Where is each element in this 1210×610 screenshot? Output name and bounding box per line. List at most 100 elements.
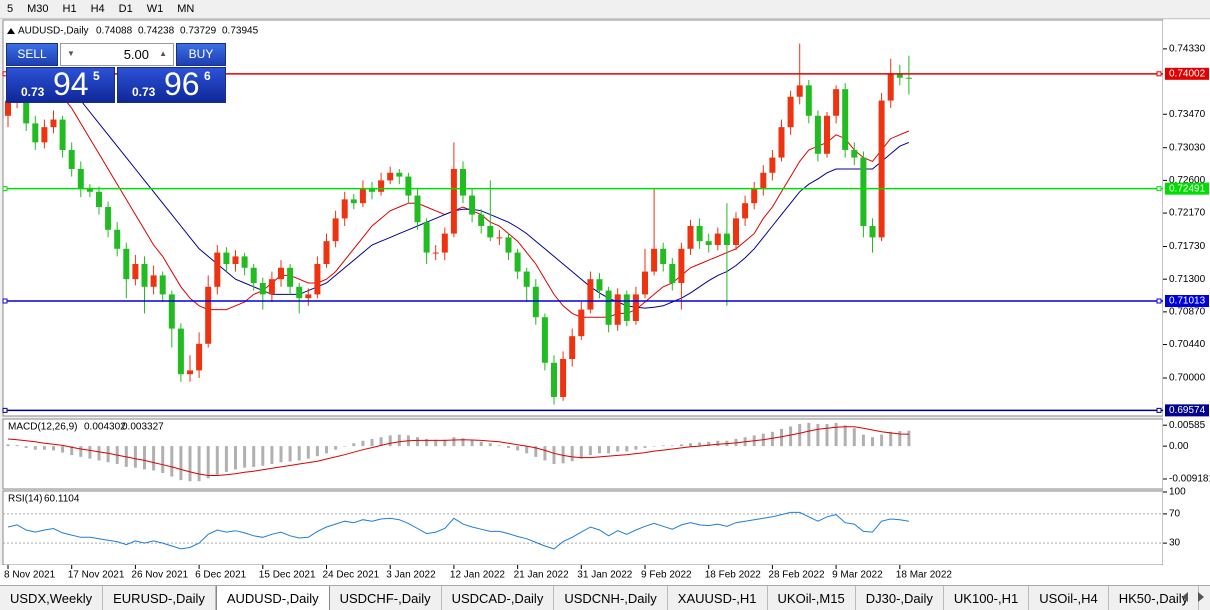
macd-bar: [497, 445, 501, 447]
candle-body: [769, 157, 776, 173]
candle-body: [833, 89, 840, 116]
macd-bar: [243, 446, 247, 468]
macd-bar: [825, 423, 829, 447]
chart-tab[interactable]: USDX,Weekly: [0, 586, 104, 610]
chart-tab[interactable]: AUDUSD-,Daily: [215, 586, 330, 610]
macd-bar: [643, 446, 647, 448]
level-handle: [1156, 407, 1162, 413]
candle-body: [359, 187, 366, 204]
macd-bar: [871, 437, 874, 447]
timeframe-button[interactable]: D1: [118, 3, 133, 15]
macd-bar: [388, 435, 392, 447]
timeframe-button[interactable]: M30: [27, 3, 49, 15]
candle-body: [205, 286, 212, 344]
sell-button[interactable]: SELL: [6, 43, 58, 66]
candle-body: [32, 123, 39, 143]
macd-bar: [907, 430, 911, 447]
macd-bar: [843, 425, 847, 447]
y-tick-label: 0.00: [1169, 441, 1189, 452]
candle-body: [296, 286, 303, 299]
level-handle: [2, 407, 8, 413]
candle-body: [814, 115, 821, 154]
macd-bar: [670, 445, 674, 447]
macd-bar: [279, 446, 283, 463]
macd-bar: [443, 439, 447, 447]
candle-body: [187, 370, 193, 375]
candle-body: [733, 218, 739, 245]
macd-bar: [379, 437, 383, 447]
macd-bar: [689, 443, 692, 447]
buy-button[interactable]: BUY: [176, 43, 226, 66]
spin-down[interactable]: ▼: [67, 49, 75, 58]
macd-bar: [598, 446, 601, 454]
timeframe-button[interactable]: H4: [90, 3, 105, 15]
chart-tab[interactable]: USDCHF-,Daily: [330, 586, 442, 610]
macd-bar: [61, 446, 65, 453]
lot-input[interactable]: ▼ 5.00 ▲: [60, 43, 174, 66]
macd-bar: [652, 446, 656, 447]
y-tick-label: 30: [1169, 538, 1181, 549]
candle-body: [742, 203, 749, 219]
candle-body: [287, 267, 294, 287]
candle-body: [278, 267, 284, 280]
indicator-value: 0.004302: [84, 422, 126, 433]
candle-body: [396, 172, 403, 177]
y-tick-label: 0.70000: [1169, 373, 1206, 384]
spin-up[interactable]: ▲: [159, 49, 167, 58]
chart-tab[interactable]: DJ30-,Daily: [856, 586, 944, 610]
candle-body: [614, 294, 621, 325]
level-label: 0.71013: [1169, 296, 1206, 307]
candle-body: [523, 271, 530, 287]
timeframe-button[interactable]: MN: [177, 3, 195, 15]
fraction: 6: [204, 69, 211, 83]
chart-tab[interactable]: XAUUSD-,H1: [668, 586, 768, 610]
candle-body: [214, 252, 221, 287]
macd-bar: [197, 446, 201, 482]
timeframe-button[interactable]: H1: [62, 3, 77, 15]
candle-body: [796, 85, 803, 97]
candle-body: [705, 241, 712, 245]
chart-tab[interactable]: EURUSD-,Daily: [103, 586, 216, 610]
candle-body: [860, 157, 867, 226]
macd-bar: [707, 441, 711, 447]
chart-tab[interactable]: UK100-,H1: [944, 586, 1030, 610]
chart-title: AUDUSD-,Daily: [18, 26, 89, 37]
macd-bar: [106, 446, 110, 463]
macd-bar: [215, 446, 219, 475]
candle-body: [405, 176, 412, 196]
chart-tab[interactable]: USOil-,H4: [1029, 586, 1109, 610]
chart-tab[interactable]: USDCAD-,Daily: [442, 586, 555, 610]
macd-bar: [507, 446, 510, 448]
macd-bar: [370, 438, 374, 447]
macd-bar: [789, 426, 793, 447]
candle-body: [105, 206, 112, 230]
chart-tab[interactable]: UKOil-,M15: [768, 586, 856, 610]
candle-body: [50, 119, 57, 128]
candle-body: [414, 195, 421, 223]
candle-body: [696, 225, 703, 242]
macd-bar: [452, 437, 456, 447]
candle-body: [168, 294, 175, 329]
y-tick-label: 70: [1169, 509, 1181, 520]
macd-bar: [315, 446, 319, 457]
timeframe-button[interactable]: 5: [7, 3, 14, 15]
candle-body: [669, 263, 676, 283]
macd-bar: [488, 443, 492, 447]
macd-bar: [861, 434, 865, 447]
buy-price[interactable]: 0.73 96 6: [117, 66, 226, 103]
tab-scroll[interactable]: [1178, 588, 1208, 608]
indicator-title: MACD(12,26,9): [8, 422, 77, 433]
candle-body: [96, 191, 102, 207]
candle-body: [223, 252, 230, 264]
timeframe-button[interactable]: W1: [146, 3, 164, 15]
ohlc-value: 0.74088: [96, 26, 133, 37]
candle-body: [851, 149, 858, 158]
chart-tab[interactable]: USDCNH-,Daily: [554, 586, 668, 610]
candle-body: [123, 248, 130, 280]
sell-price[interactable]: 0.73 94 5: [6, 66, 115, 103]
candle-body: [268, 279, 275, 295]
x-tick-label: 18 Mar 2022: [896, 570, 953, 581]
macd-bar: [889, 431, 893, 447]
candle-body: [341, 199, 348, 219]
